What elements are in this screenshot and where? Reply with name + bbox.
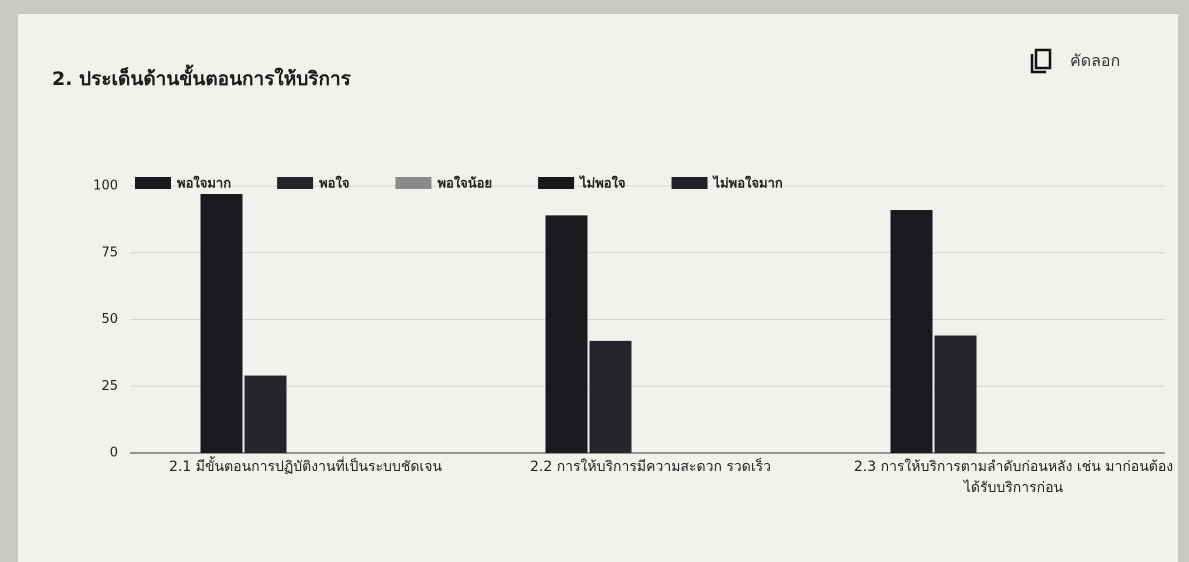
copy-button[interactable]: คัดลอก: [1030, 48, 1120, 74]
bar: [890, 210, 933, 453]
legend-swatch: [538, 177, 575, 189]
bar: [589, 340, 632, 453]
legend-swatch: [395, 177, 432, 189]
bar: [200, 194, 243, 453]
y-tick-label: 50: [101, 312, 118, 327]
y-tick-label: 25: [101, 379, 118, 394]
x-tick-label: 2.2 การให้บริการมีความสะดวก รวดเร็ว: [529, 459, 772, 475]
legend-label: ไม่พอใจ: [578, 175, 625, 192]
legend-swatch: [277, 177, 314, 189]
bar: [244, 375, 287, 453]
bar: [934, 335, 977, 453]
copy-label: คัดลอก: [1070, 50, 1121, 70]
legend-label: พอใจ: [319, 175, 349, 192]
bar: [545, 215, 588, 453]
copy-icon: [1030, 48, 1052, 74]
legend-label: ไม่พอใจมาก: [712, 175, 783, 192]
x-tick-label: 2.1 มีขั้นตอนการปฏิบัติงานที่เป็นระบบชัด…: [169, 459, 442, 475]
legend-label: พอใจมาก: [177, 175, 231, 192]
legend-label: พอใจน้อย: [437, 175, 492, 192]
y-tick-label: 75: [101, 245, 118, 260]
y-tick-label: 0: [110, 446, 118, 461]
chart-title: 2. ประเด็นด้านขั้นตอนการให้บริการ: [52, 68, 351, 90]
legend-swatch: [671, 177, 708, 189]
x-tick-label: 2.3 การให้บริการตามลำดับก่อนหลัง เช่น มา…: [853, 459, 1174, 496]
y-tick-label: 100: [93, 179, 118, 194]
legend-swatch: [135, 177, 171, 189]
